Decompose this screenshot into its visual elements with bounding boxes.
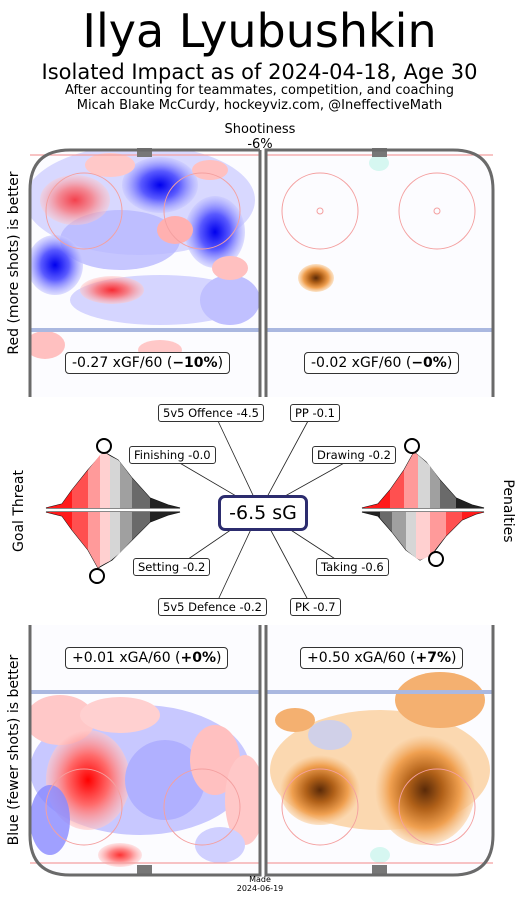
rink-5v5-defence — [28, 625, 262, 877]
component-label-pk: PK -0.7 — [290, 598, 341, 616]
component-label-finishing: Finishing -0.0 — [129, 446, 216, 464]
component-label-taking: Taking -0.6 — [316, 558, 389, 576]
rink-boards — [28, 148, 262, 397]
goal-net — [137, 865, 152, 874]
player-name-title: Ilya Lyubushkin — [82, 4, 437, 58]
faceoff-circle — [398, 172, 476, 250]
shootiness-label: Shootiness — [224, 122, 296, 137]
side-label-goal-threat: Goal Threat — [11, 470, 27, 552]
shot-heatmap-pk-defence — [270, 672, 490, 863]
side-label-more-shots: Red (more shots) is better — [6, 171, 22, 355]
faceoff-circle — [45, 172, 123, 250]
author-credit: Micah Blake McCurdy, hockeyviz.com, @Ine… — [76, 98, 443, 113]
stat-pk-defence: +0.50 xGA/60 (+7%) — [300, 647, 464, 669]
finishing-marker — [96, 438, 112, 454]
rink-pk-defence — [264, 625, 495, 877]
side-label-penalties: Penalties — [500, 479, 516, 543]
stat-pp-offence: -0.02 xGF/60 (−0%) — [304, 352, 460, 374]
shootiness-readout: Shootiness -6% — [200, 122, 320, 152]
shot-heatmap-pp-offence — [298, 155, 389, 292]
penalties-distributions — [361, 438, 485, 567]
faceoff-circle — [281, 768, 359, 846]
setting-marker — [89, 568, 105, 584]
rink-boards — [264, 148, 495, 397]
finishing-distribution — [45, 438, 181, 509]
shot-heatmap-5v5-defence — [30, 695, 260, 867]
shootiness-value: -6% — [247, 137, 273, 152]
goal-net — [137, 148, 152, 157]
component-label-5v5-defence: 5v5 Defence -0.2 — [158, 598, 267, 616]
side-label-fewer-shots: Blue (fewer shots) is better — [6, 654, 22, 846]
component-label-setting: Setting -0.2 — [133, 558, 211, 576]
drawing-marker — [404, 438, 420, 454]
component-label-5v5-offence: 5v5 Offence -4.5 — [158, 404, 264, 422]
taking-distribution — [361, 511, 485, 567]
stat-5v5-offence: -0.27 xGF/60 (−10%) — [65, 352, 231, 374]
chart-subtitle: Isolated Impact as of 2024-04-18, Age 30 — [41, 60, 478, 84]
faceoff-circle — [45, 768, 123, 846]
faceoff-circle — [398, 768, 476, 846]
drawing-distribution — [361, 438, 485, 509]
rink-boards — [28, 625, 262, 877]
setting-distribution — [45, 511, 181, 584]
rink-pp-offence — [264, 148, 495, 397]
faceoff-circle — [163, 768, 241, 846]
made-date-stamp: Made 2024-06-19 — [236, 875, 284, 893]
goal-net — [372, 865, 387, 874]
rink-boards — [264, 625, 495, 877]
stat-5v5-defence: +0.01 xGA/60 (+0%) — [65, 647, 229, 669]
component-label-pp: PP -0.1 — [290, 404, 340, 422]
total-sg-value: -6.5 sG — [218, 495, 308, 531]
goal-threat-distributions — [45, 438, 181, 584]
goal-net — [372, 148, 387, 157]
component-label-drawing: Drawing -0.2 — [312, 446, 396, 464]
method-note: After accounting for teammates, competit… — [65, 83, 454, 98]
faceoff-circle — [163, 172, 241, 250]
faceoff-circle — [281, 172, 359, 250]
taking-marker — [428, 551, 444, 567]
